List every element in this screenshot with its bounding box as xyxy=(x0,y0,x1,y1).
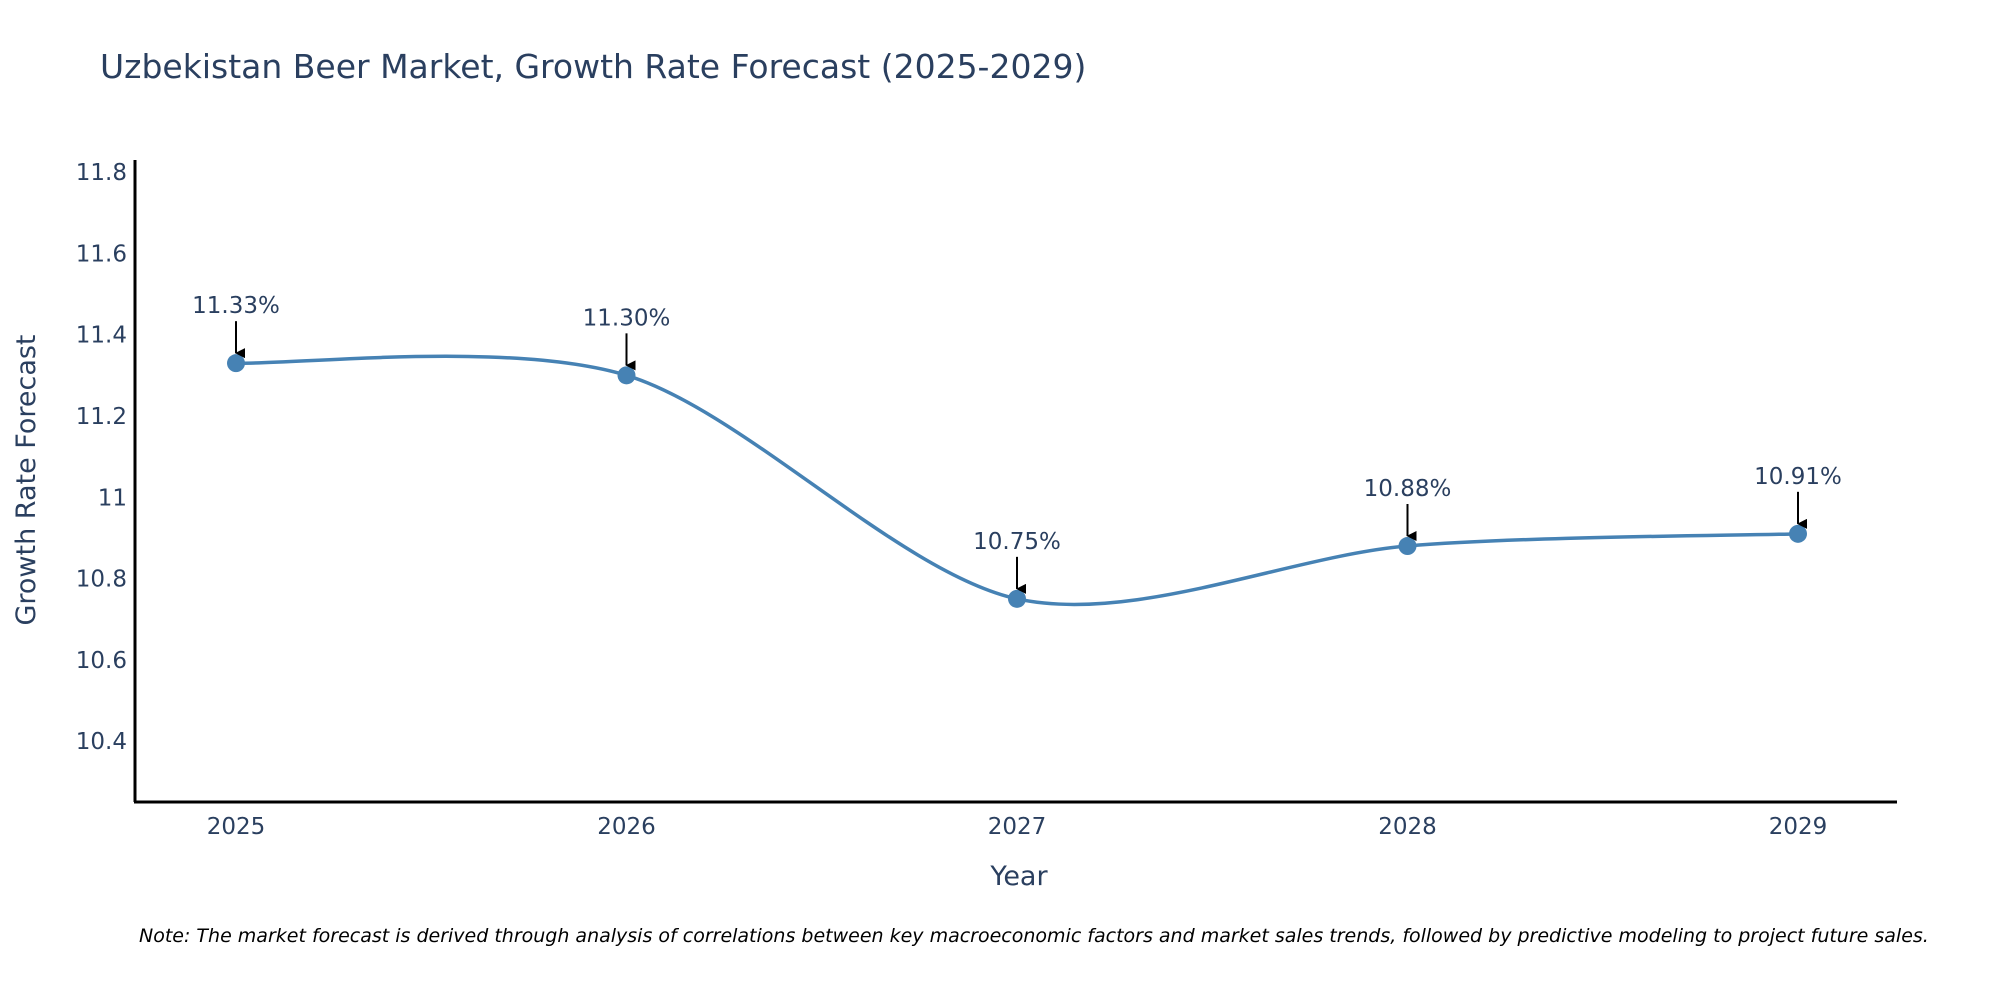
x-tick-label: 2029 xyxy=(1769,814,1828,840)
data-point-marker xyxy=(1789,524,1807,543)
y-tick-label: 10.6 xyxy=(76,648,127,674)
data-label: 10.91% xyxy=(1754,464,1842,490)
y-tick-label: 11.8 xyxy=(76,160,127,186)
x-tick-label: 2028 xyxy=(1378,814,1437,840)
data-label: 11.33% xyxy=(192,293,280,319)
y-axis-title: Growth Rate Forecast xyxy=(11,334,42,625)
y-tick-label: 11.2 xyxy=(76,404,127,430)
y-tick-label: 11 xyxy=(98,485,127,511)
data-markers xyxy=(227,354,1807,608)
y-tick-label: 11.6 xyxy=(76,241,127,267)
y-tick-label: 11.4 xyxy=(76,323,127,349)
y-axis-ticks: 10.4 10.6 10.8 11 11.2 11.4 11.6 11.8 xyxy=(76,160,127,755)
data-point-marker xyxy=(1008,589,1026,608)
data-point-marker xyxy=(1398,537,1417,556)
y-tick-label: 10.4 xyxy=(76,729,127,755)
data-label: 10.75% xyxy=(973,529,1061,555)
data-point-marker xyxy=(617,366,636,385)
data-point-marker xyxy=(227,354,245,373)
x-tick-label: 2026 xyxy=(597,814,656,840)
data-label: 10.88% xyxy=(1364,476,1452,502)
x-tick-label: 2025 xyxy=(207,814,266,840)
x-axis-ticks: 2025 2026 2027 2028 2029 xyxy=(207,814,1828,840)
data-label: 11.30% xyxy=(583,305,671,331)
footnote: Note: The market forecast is derived thr… xyxy=(139,925,1929,947)
x-tick-label: 2027 xyxy=(988,814,1047,840)
chart-title: Uzbekistan Beer Market, Growth Rate Fore… xyxy=(100,47,1086,86)
y-tick-label: 10.8 xyxy=(76,567,127,593)
data-annotations: 11.33% 11.30% 10.75% 10.88% 10.91% xyxy=(192,293,1842,594)
x-axis-title: Year xyxy=(989,861,1048,892)
